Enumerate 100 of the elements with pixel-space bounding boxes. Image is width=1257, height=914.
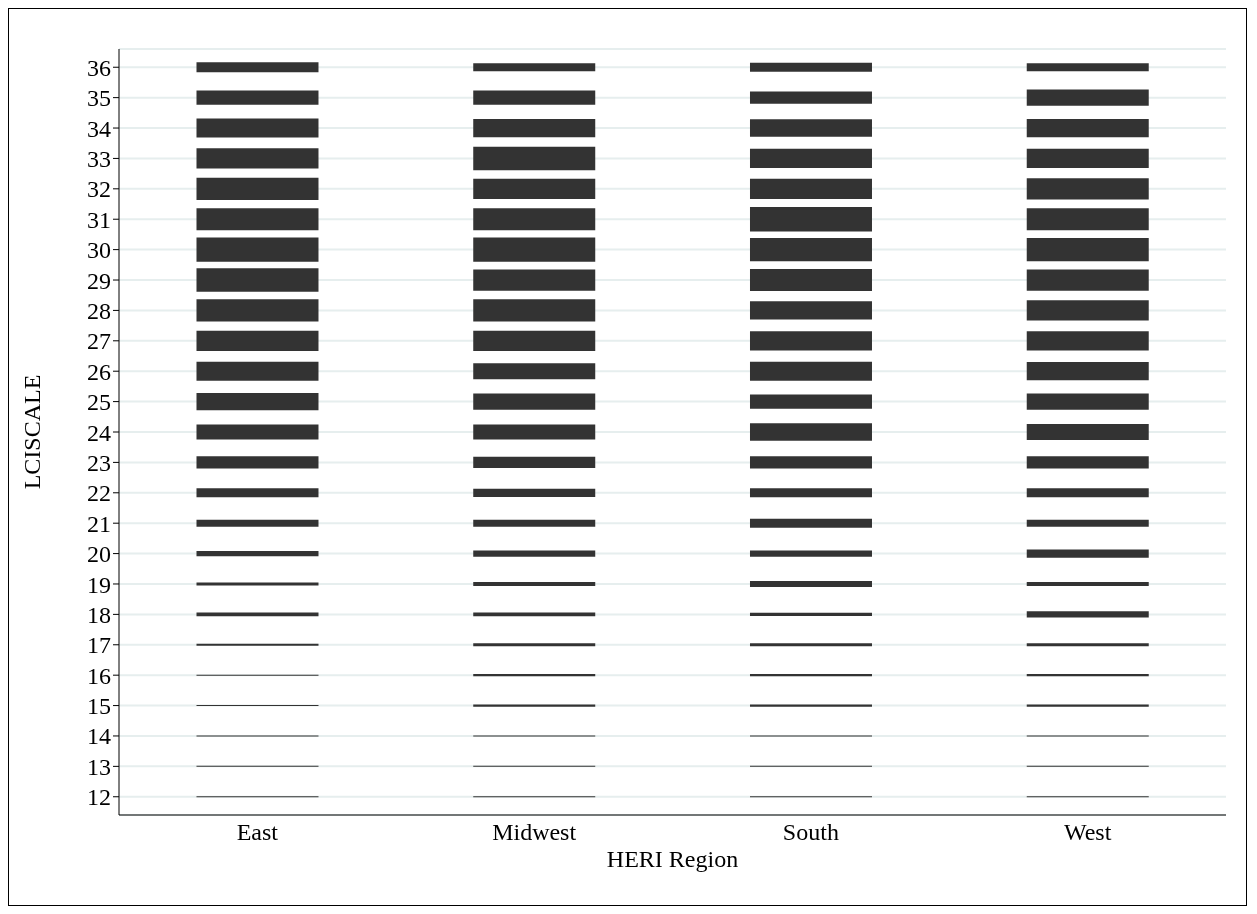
bar bbox=[196, 268, 319, 292]
bar bbox=[473, 208, 596, 231]
bar bbox=[1026, 456, 1149, 469]
bar bbox=[749, 207, 872, 232]
y-tick-label: 18 bbox=[87, 601, 111, 628]
bar bbox=[196, 62, 319, 73]
bar bbox=[749, 580, 872, 588]
bar bbox=[1026, 118, 1149, 138]
bar bbox=[473, 582, 596, 586]
bar bbox=[196, 90, 319, 105]
bar bbox=[1026, 63, 1149, 72]
bar bbox=[196, 237, 319, 262]
bar bbox=[749, 178, 872, 200]
bar bbox=[196, 424, 319, 440]
bar bbox=[473, 612, 596, 617]
bar bbox=[473, 330, 596, 351]
bar bbox=[1026, 611, 1149, 618]
bar bbox=[749, 643, 872, 647]
bar bbox=[1026, 208, 1149, 231]
x-tick-label: Midwest bbox=[492, 819, 577, 846]
bar bbox=[473, 269, 596, 291]
bar bbox=[196, 643, 319, 646]
x-tick-label: East bbox=[236, 819, 279, 846]
bar bbox=[196, 519, 319, 527]
bar bbox=[749, 148, 872, 168]
bar bbox=[749, 331, 872, 351]
y-tick-label: 23 bbox=[87, 449, 111, 476]
bar bbox=[1026, 582, 1149, 586]
bar bbox=[473, 237, 596, 262]
bar bbox=[749, 62, 872, 72]
bar bbox=[473, 299, 596, 322]
bar bbox=[749, 456, 872, 469]
bar bbox=[1026, 643, 1149, 647]
bar bbox=[473, 393, 596, 410]
bar bbox=[749, 119, 872, 137]
bar bbox=[749, 612, 872, 616]
bar bbox=[1026, 423, 1149, 441]
y-tick-label: 19 bbox=[87, 571, 111, 598]
y-tick-label: 31 bbox=[87, 206, 111, 233]
bar bbox=[749, 704, 872, 707]
y-tick-label: 15 bbox=[87, 693, 111, 720]
y-tick-label: 33 bbox=[87, 145, 111, 172]
bar bbox=[196, 361, 319, 381]
y-tick-label: 20 bbox=[87, 541, 111, 568]
y-tick-label: 16 bbox=[87, 662, 111, 689]
y-tick-label: 34 bbox=[87, 115, 111, 142]
bar bbox=[1026, 704, 1149, 707]
y-tick-label: 13 bbox=[87, 753, 111, 780]
bar bbox=[473, 550, 596, 557]
bar bbox=[473, 363, 596, 380]
bar bbox=[1026, 89, 1149, 106]
y-tick-label: 21 bbox=[87, 510, 111, 537]
bar bbox=[196, 392, 319, 411]
bar bbox=[196, 148, 319, 169]
bar bbox=[473, 178, 596, 200]
y-tick-label: 35 bbox=[87, 85, 111, 112]
bar bbox=[473, 643, 596, 647]
y-tick-label: 29 bbox=[87, 267, 111, 294]
bar bbox=[749, 394, 872, 409]
bar bbox=[473, 488, 596, 497]
bar bbox=[473, 456, 596, 469]
bar bbox=[1026, 549, 1149, 558]
y-tick-label: 25 bbox=[87, 389, 111, 416]
y-tick-label: 36 bbox=[87, 54, 111, 81]
y-tick-label: 17 bbox=[87, 632, 111, 659]
bar bbox=[749, 301, 872, 320]
y-tick-label: 14 bbox=[87, 723, 111, 750]
y-tick-label: 28 bbox=[87, 297, 111, 324]
bar bbox=[473, 424, 596, 440]
bar bbox=[473, 118, 596, 138]
y-tick-label: 22 bbox=[87, 480, 111, 507]
bar bbox=[749, 268, 872, 292]
bar bbox=[473, 63, 596, 72]
bar bbox=[749, 423, 872, 441]
bar bbox=[1026, 674, 1149, 677]
bar bbox=[749, 237, 872, 262]
bar bbox=[196, 299, 319, 322]
bar bbox=[1026, 393, 1149, 410]
bar bbox=[196, 551, 319, 557]
x-tick-label: West bbox=[1063, 819, 1112, 846]
y-tick-label: 27 bbox=[87, 328, 111, 355]
y-axis-title: LCISCALE bbox=[18, 374, 45, 490]
bar bbox=[196, 208, 319, 231]
bar bbox=[749, 361, 872, 381]
bar bbox=[196, 456, 319, 469]
bar bbox=[749, 550, 872, 557]
bar bbox=[1026, 269, 1149, 291]
bar bbox=[1026, 300, 1149, 321]
y-tick-label: 32 bbox=[87, 176, 111, 203]
bar bbox=[196, 177, 319, 200]
bar bbox=[749, 488, 872, 498]
y-tick-label: 30 bbox=[87, 237, 111, 264]
bar bbox=[473, 90, 596, 105]
bar bbox=[1026, 148, 1149, 168]
bar bbox=[1026, 237, 1149, 262]
y-tick-label: 12 bbox=[87, 784, 111, 811]
x-axis-title: HERI Region bbox=[606, 846, 739, 872]
bar bbox=[196, 582, 319, 586]
y-tick-label: 24 bbox=[87, 419, 111, 446]
bar bbox=[1026, 362, 1149, 381]
